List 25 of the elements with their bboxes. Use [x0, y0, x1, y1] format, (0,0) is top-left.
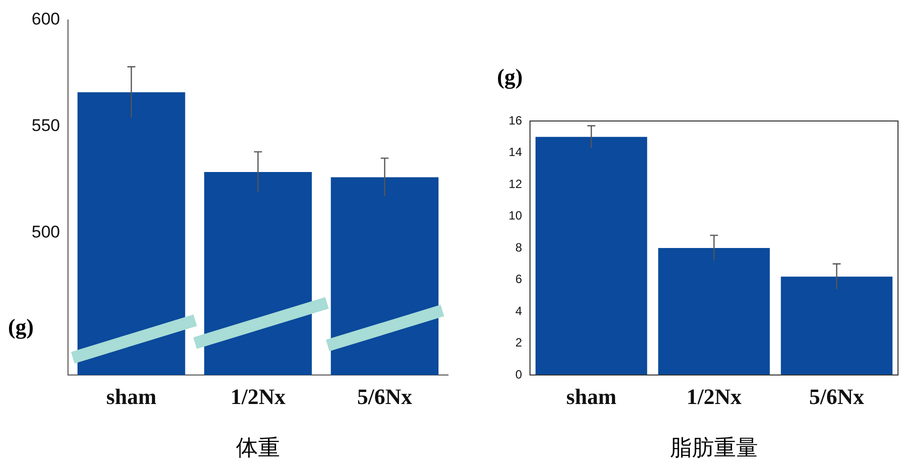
y-axis-title: (g) [8, 314, 34, 340]
x-tick-label: 1/2Nx [230, 384, 286, 409]
y-axis-title: (g) [497, 64, 523, 90]
y-tick-label: 550 [32, 116, 60, 135]
y-tick-label: 16 [508, 113, 522, 128]
bar [536, 136, 648, 375]
x-axis-title: 体重 [235, 435, 281, 463]
x-axis-title: 脂肪重量 [669, 435, 759, 463]
y-tick-label: 500 [32, 222, 60, 242]
y-tick-label: 2 [515, 336, 522, 350]
y-tick-label: 8 [515, 240, 522, 254]
bar [780, 276, 892, 375]
x-tick-label: 5/6Nx [357, 384, 412, 409]
y-tick-label: 12 [508, 176, 522, 191]
y-tick-label: 4 [515, 304, 522, 318]
y-tick-label: 6 [515, 272, 522, 286]
y-tick-label: 10 [508, 208, 522, 223]
y-tick-label: 14 [508, 145, 522, 160]
x-tick-label: 5/6Nx [809, 384, 864, 409]
y-tick-label: 0 [515, 367, 522, 382]
bar [658, 248, 770, 375]
x-tick-label: 1/2Nx [686, 384, 742, 409]
x-tick-label: sham [566, 384, 616, 409]
x-tick-label: sham [106, 384, 156, 409]
y-tick-label: 600 [32, 10, 60, 29]
